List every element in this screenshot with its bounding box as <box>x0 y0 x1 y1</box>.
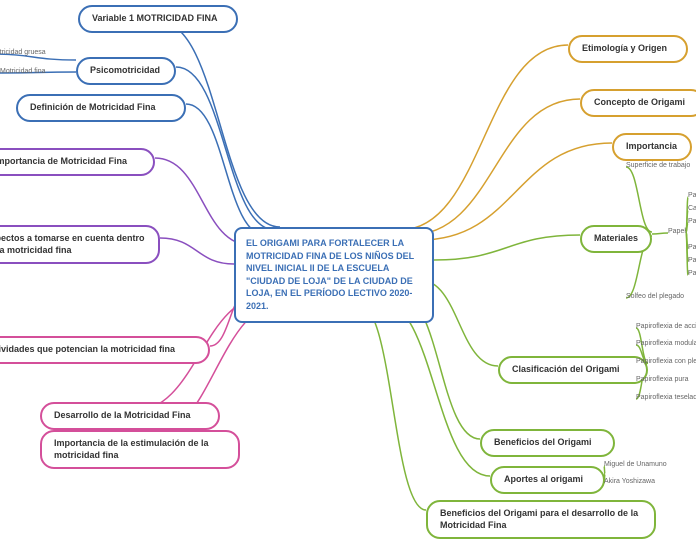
mindmap-leaf: Papiroflexia pura <box>636 376 689 383</box>
mindmap-leaf: Pa <box>688 270 696 277</box>
center-node[interactable]: EL ORIGAMI PARA FORTALECER LA MOTRICIDAD… <box>234 227 434 323</box>
mindmap-leaf: Papiroflexia con ple <box>636 358 696 365</box>
mindmap-node[interactable]: Importancia de la estimulación de la mot… <box>40 430 240 469</box>
mindmap-leaf: Pa <box>688 257 696 264</box>
mindmap-node[interactable]: Materiales <box>580 225 652 253</box>
mindmap-leaf: Papiroflexia modula <box>636 340 696 347</box>
mindmap-leaf: Superficie de trabajo <box>626 162 690 169</box>
mindmap-leaf: Miguel de Unamuno <box>604 461 667 468</box>
mindmap-leaf: Akira Yoshizawa <box>604 478 655 485</box>
mindmap-node[interactable]: Actividades que potencian la motricidad … <box>0 336 210 364</box>
mindmap-node[interactable]: Desarrollo de la Motricidad Fina <box>40 402 220 430</box>
mindmap-leaf: Pa <box>688 192 696 199</box>
mindmap-node[interactable]: Importancia de Motricidad Fina <box>0 148 155 176</box>
mindmap-node[interactable]: Variable 1 MOTRICIDAD FINA <box>78 5 238 33</box>
mindmap-node[interactable]: Concepto de Origami <box>580 89 696 117</box>
mindmap-node[interactable]: Beneficios del Origami <box>480 429 615 457</box>
mindmap-leaf: Ca <box>688 205 696 212</box>
mindmap-leaf: Solfeo del plegado <box>626 293 684 300</box>
mindmap-node[interactable]: Aspectos a tomarse en cuenta dentro de l… <box>0 225 160 264</box>
mindmap-node[interactable]: Importancia <box>612 133 692 161</box>
mindmap-node[interactable]: Psicomotricidad <box>76 57 176 85</box>
mindmap-node[interactable]: Definición de Motricidad Fina <box>16 94 186 122</box>
mindmap-leaf: Papiroflexia de acci <box>636 323 696 330</box>
mindmap-node[interactable]: Clasificación del Origami <box>498 356 648 384</box>
mindmap-node[interactable]: Etimología y Origen <box>568 35 688 63</box>
mindmap-leaf: Pa <box>688 244 696 251</box>
mindmap-leaf: Motricidad fina <box>0 68 46 75</box>
mindmap-leaf: Pa <box>688 218 696 225</box>
mindmap-leaf: Motricidad gruesa <box>0 49 46 56</box>
mindmap-leaf: Papel <box>668 228 686 235</box>
mindmap-leaf: Papiroflexia teselada <box>636 394 696 401</box>
mindmap-node[interactable]: Aportes al origami <box>490 466 605 494</box>
